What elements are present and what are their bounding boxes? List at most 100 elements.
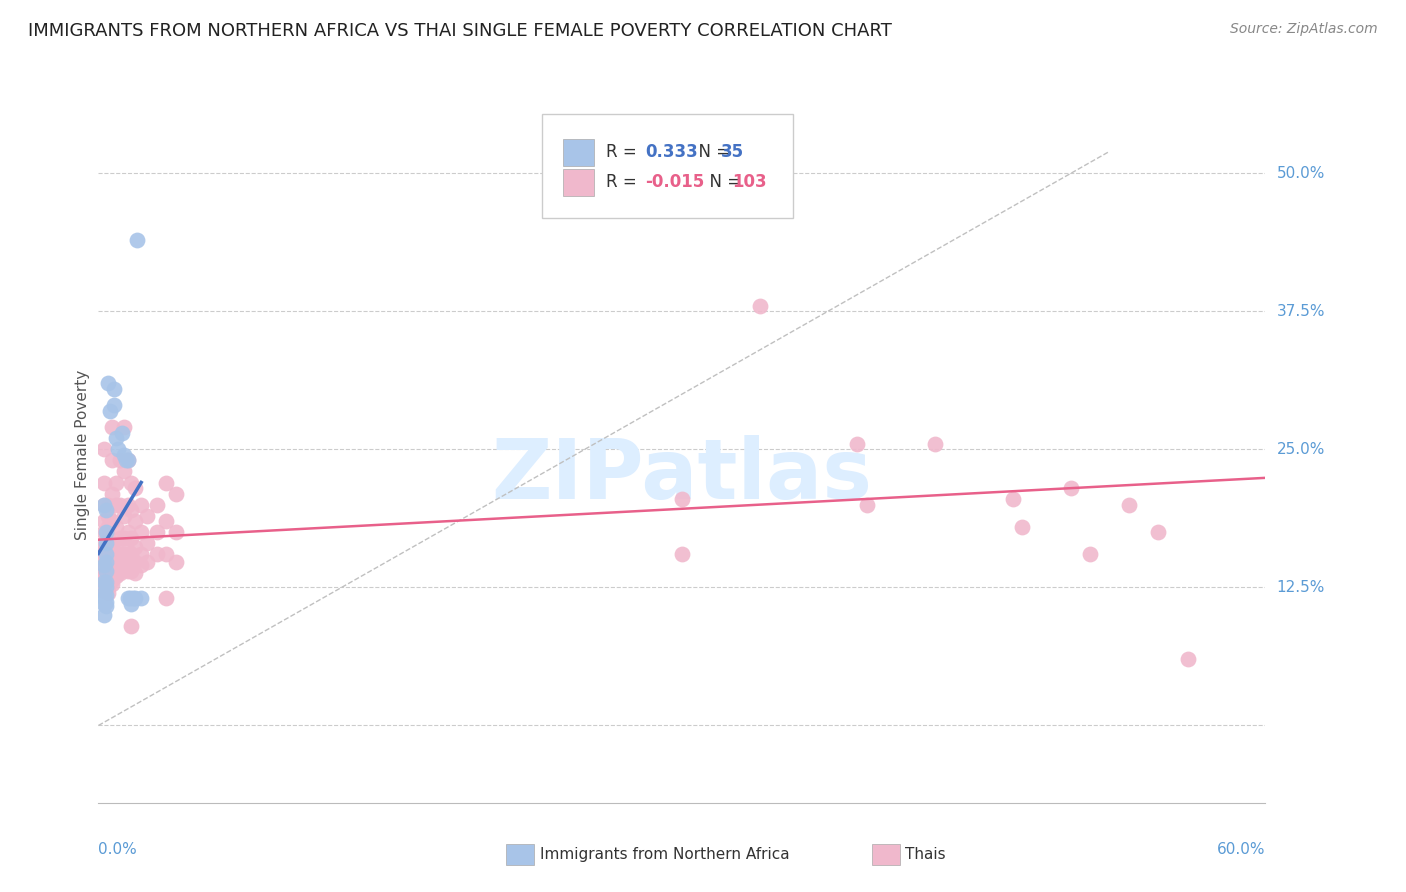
Point <box>104 564 127 578</box>
Point <box>104 475 127 490</box>
Point <box>117 525 139 540</box>
Text: Source: ZipAtlas.com: Source: ZipAtlas.com <box>1230 22 1378 37</box>
Point <box>129 558 152 573</box>
Point <box>103 398 125 412</box>
Point <box>93 558 115 573</box>
Point <box>671 194 693 208</box>
Text: Immigrants from Northern Africa: Immigrants from Northern Africa <box>540 847 790 862</box>
Point <box>96 574 118 589</box>
Point <box>112 562 135 576</box>
Point <box>117 555 139 569</box>
Text: ZIPatlas: ZIPatlas <box>492 435 872 516</box>
Point <box>97 558 120 573</box>
Point <box>101 547 124 561</box>
Point <box>136 508 159 523</box>
Point <box>124 566 146 580</box>
Point <box>101 577 124 591</box>
Point <box>97 564 120 578</box>
Point <box>117 591 139 606</box>
Point <box>104 541 127 556</box>
Point <box>108 547 131 561</box>
Point <box>101 573 124 587</box>
Text: R =: R = <box>606 144 643 161</box>
Point <box>146 547 169 561</box>
Point <box>112 547 135 561</box>
Point <box>93 597 115 611</box>
Point <box>93 574 115 589</box>
Point <box>104 519 127 533</box>
Point <box>117 544 139 558</box>
Text: 12.5%: 12.5% <box>1277 580 1324 595</box>
Point <box>108 453 131 467</box>
Point <box>924 437 946 451</box>
Point <box>93 579 115 593</box>
Point <box>129 591 152 606</box>
Point <box>748 299 770 313</box>
Point <box>93 574 115 589</box>
Point <box>129 547 152 561</box>
Point <box>97 541 120 556</box>
Point <box>112 448 135 462</box>
Text: 0.0%: 0.0% <box>98 842 138 856</box>
Point <box>93 591 115 606</box>
Point <box>136 536 159 550</box>
Point <box>97 586 120 600</box>
Point <box>97 376 120 391</box>
Point <box>124 591 146 606</box>
Point <box>146 498 169 512</box>
Point <box>93 564 115 578</box>
Point <box>93 498 115 512</box>
Point <box>1177 652 1199 666</box>
Text: 37.5%: 37.5% <box>1277 304 1324 318</box>
Point <box>96 536 118 550</box>
Point <box>124 555 146 569</box>
Point <box>117 453 139 467</box>
Point <box>93 582 115 596</box>
Point <box>93 608 115 623</box>
Point <box>107 442 129 457</box>
Y-axis label: Single Female Poverty: Single Female Poverty <box>75 370 90 540</box>
Point <box>112 531 135 545</box>
Point <box>121 619 143 633</box>
Point <box>93 553 115 567</box>
Point <box>118 591 141 606</box>
Point <box>121 555 143 569</box>
Point <box>101 555 124 569</box>
Point <box>108 555 131 569</box>
Point <box>112 465 135 479</box>
Point <box>93 558 115 573</box>
Text: R =: R = <box>606 173 643 191</box>
Point <box>104 431 127 445</box>
Point <box>97 498 120 512</box>
Point <box>121 547 143 561</box>
Point <box>136 555 159 569</box>
Point <box>93 525 115 540</box>
Point <box>114 453 136 467</box>
Point <box>845 437 868 451</box>
Point <box>97 574 120 589</box>
Point <box>104 553 127 567</box>
Point <box>1080 547 1102 561</box>
Text: IMMIGRANTS FROM NORTHERN AFRICA VS THAI SINGLE FEMALE POVERTY CORRELATION CHART: IMMIGRANTS FROM NORTHERN AFRICA VS THAI … <box>28 22 891 40</box>
Point <box>96 555 118 569</box>
Point <box>96 547 118 561</box>
Point <box>108 531 131 545</box>
Point <box>93 547 115 561</box>
Text: N =: N = <box>699 173 747 191</box>
Point <box>104 498 127 512</box>
Point <box>165 555 187 569</box>
Text: 50.0%: 50.0% <box>1277 166 1324 181</box>
Point <box>93 577 115 591</box>
Point <box>93 442 115 457</box>
Point <box>93 536 115 550</box>
Point <box>671 492 693 507</box>
Text: Thais: Thais <box>905 847 946 862</box>
Point <box>1011 519 1033 533</box>
Point <box>127 233 149 247</box>
Point <box>97 519 120 533</box>
Point <box>96 588 118 602</box>
Point <box>96 503 118 517</box>
Point <box>1001 492 1024 507</box>
Point <box>117 564 139 578</box>
Text: 35: 35 <box>721 144 744 161</box>
